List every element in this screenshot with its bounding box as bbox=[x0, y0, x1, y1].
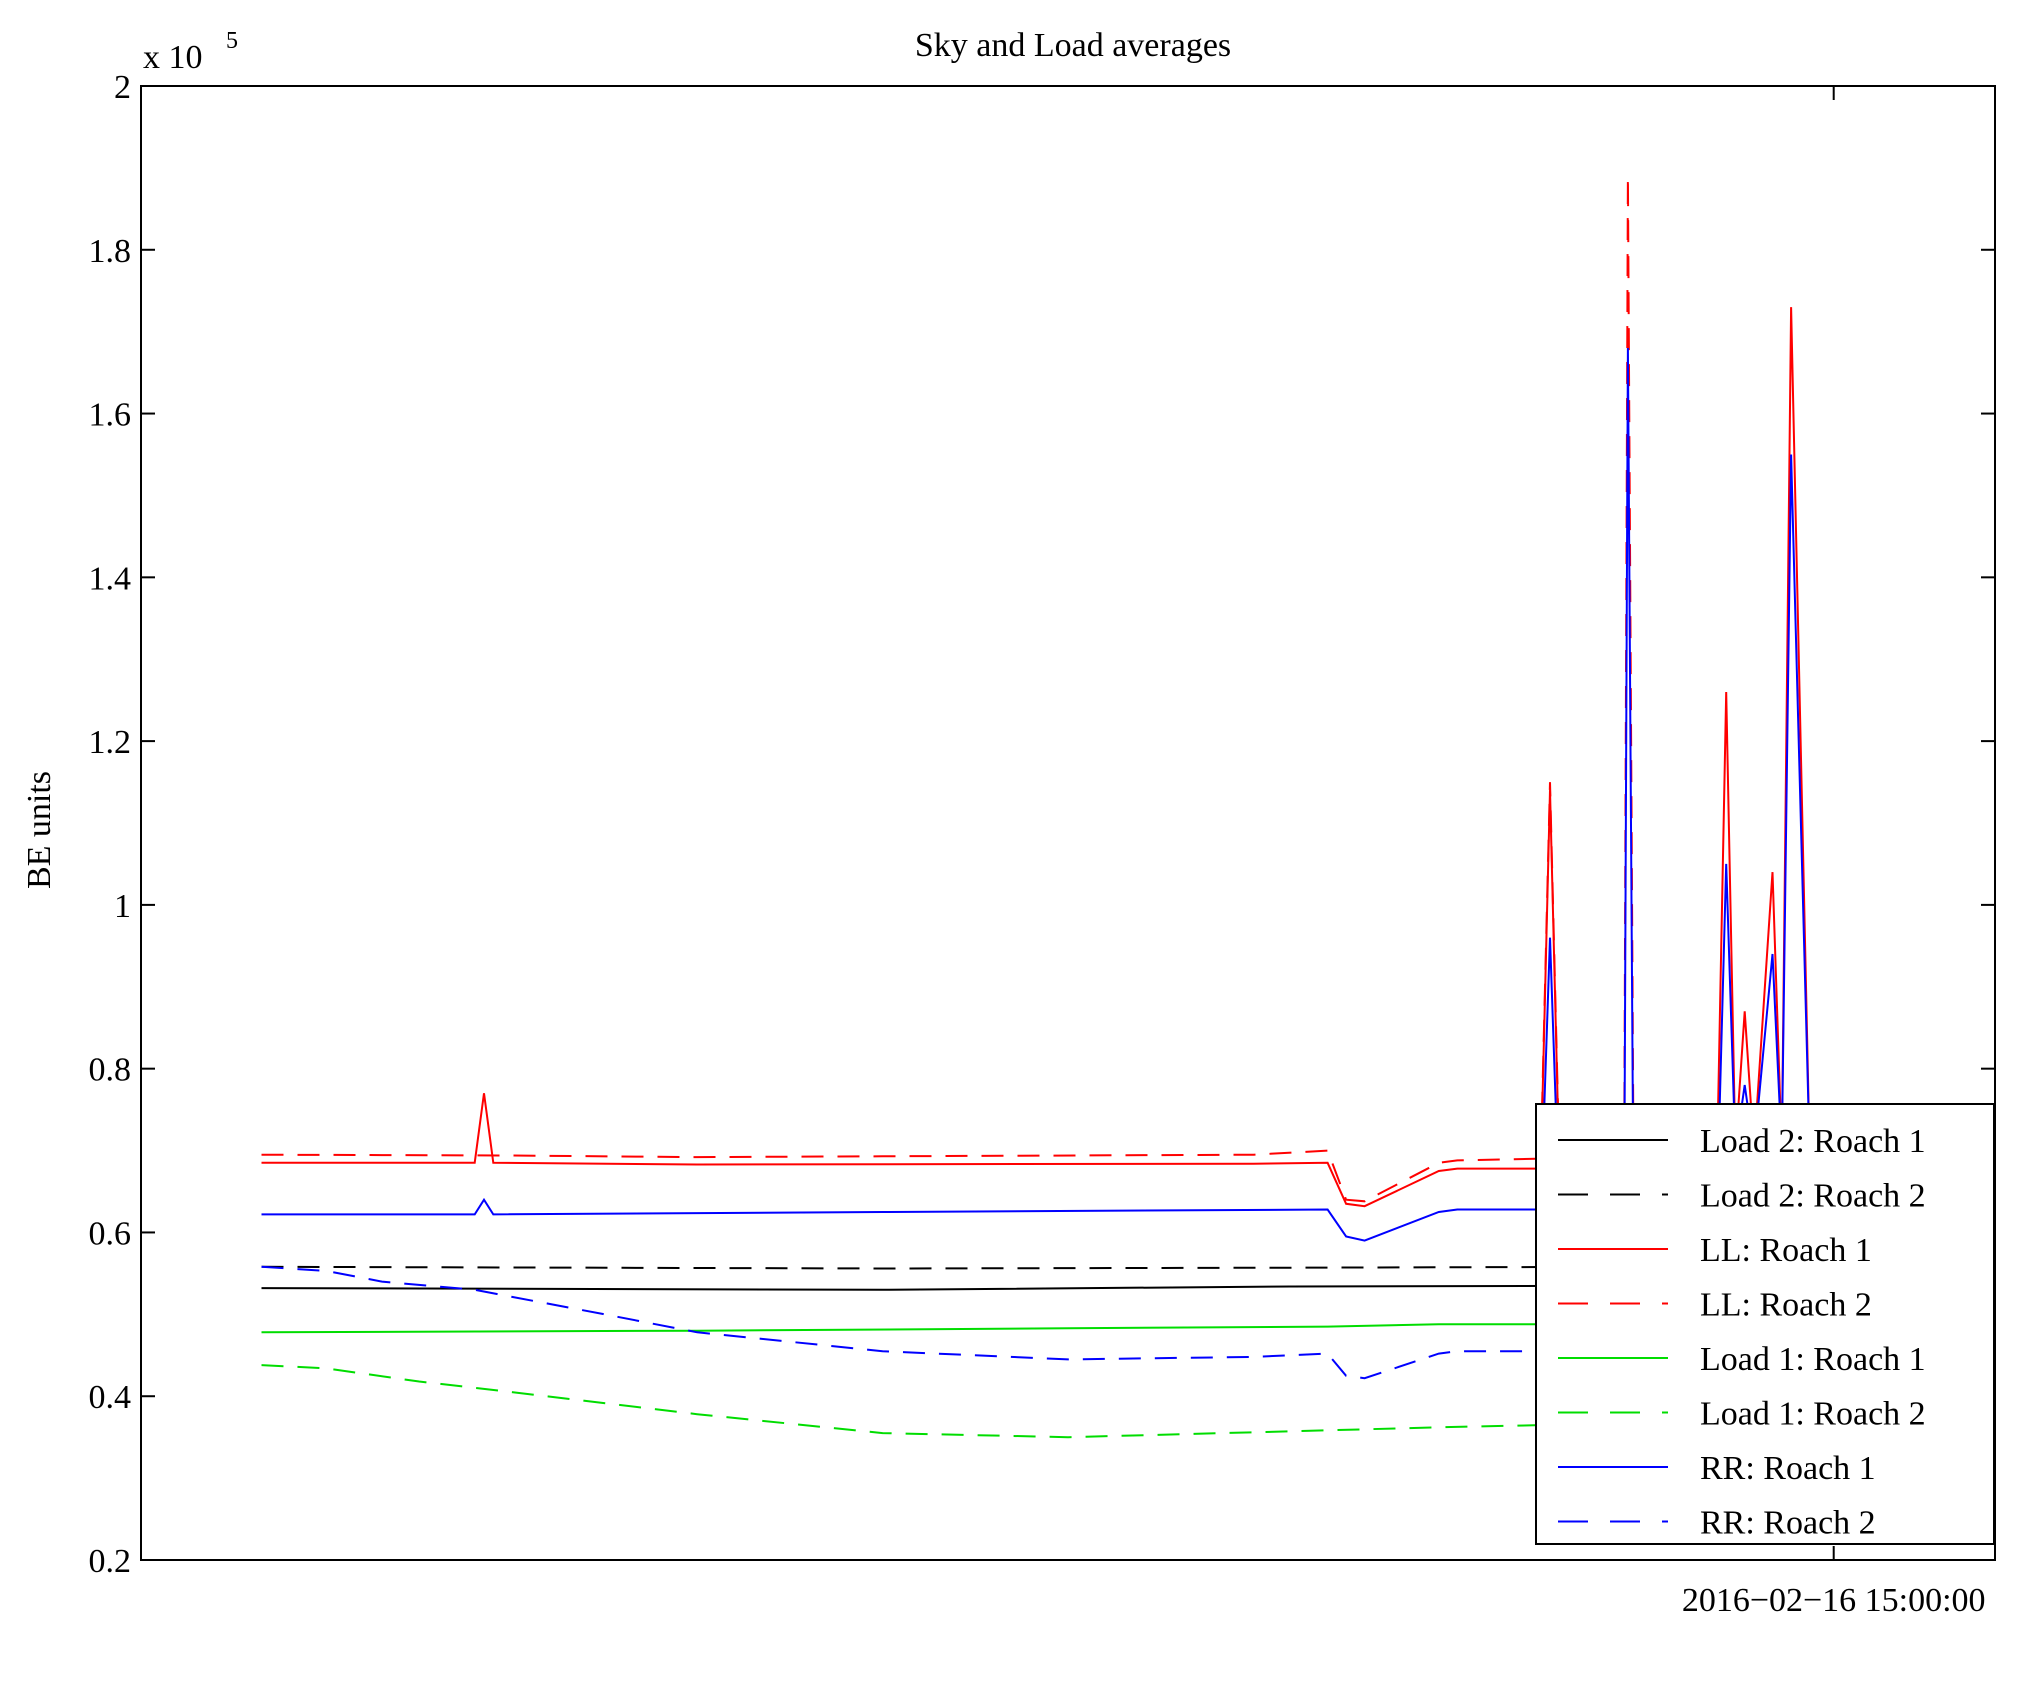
y-multiplier-base: x 10 bbox=[143, 39, 203, 76]
legend-label-1: Load 2: Roach 2 bbox=[1700, 1178, 1926, 1215]
y-tick-label-0: 0.2 bbox=[89, 1543, 132, 1580]
y-tick-label-1: 0.4 bbox=[89, 1379, 132, 1416]
y-tick-label-4: 1 bbox=[114, 888, 131, 925]
y-multiplier: x 10 5 bbox=[143, 28, 238, 76]
y-tick-label-7: 1.6 bbox=[89, 397, 132, 434]
y-tick-label-8: 1.8 bbox=[89, 233, 132, 270]
y-tick-label-6: 1.4 bbox=[89, 560, 132, 597]
y-tick-label-5: 1.2 bbox=[89, 724, 132, 761]
y-tick-label-3: 0.8 bbox=[89, 1052, 132, 1089]
legend-box bbox=[1535, 1103, 1995, 1545]
y-multiplier-exponent: 5 bbox=[226, 28, 238, 54]
legend-label-3: LL: Roach 2 bbox=[1700, 1287, 1872, 1324]
x-tick-label-0: 2016−02−16 15:00:00 bbox=[1682, 1582, 1986, 1619]
chart-title: Sky and Load averages bbox=[915, 27, 1231, 64]
legend: Load 2: Roach 1 Load 2: Roach 2 LL: Roach … bbox=[1535, 1103, 1995, 1545]
legend-label-0: Load 2: Roach 1 bbox=[1700, 1123, 1926, 1160]
y-tick-label-2: 0.6 bbox=[89, 1215, 132, 1252]
legend-label-7: RR: Roach 2 bbox=[1700, 1505, 1876, 1542]
plot-frame bbox=[140, 85, 1996, 1561]
series-line-5 bbox=[261, 1364, 1625, 1439]
y-tick-label-9: 2 bbox=[114, 69, 131, 106]
legend-label-5: Load 1: Roach 2 bbox=[1700, 1396, 1926, 1433]
legend-label-6: RR: Roach 1 bbox=[1700, 1450, 1876, 1487]
legend-label-4: Load 1: Roach 1 bbox=[1700, 1341, 1926, 1378]
legend-label-2: LL: Roach 1 bbox=[1700, 1232, 1872, 1269]
y-axis-label: BE units bbox=[21, 771, 58, 889]
